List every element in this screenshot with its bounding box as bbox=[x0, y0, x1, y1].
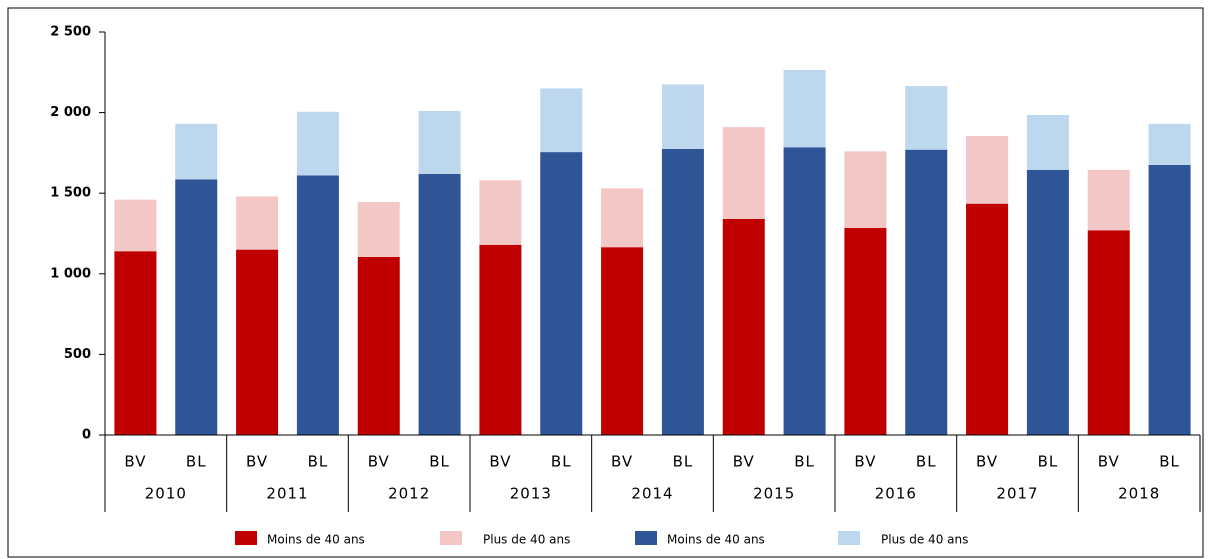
bar-segment bbox=[357, 256, 400, 435]
x-tick-label: BL bbox=[551, 453, 572, 471]
y-tick-label: 1 500 bbox=[50, 186, 91, 201]
x-tick-label: BL bbox=[1038, 453, 1059, 471]
x-tick-label: BL bbox=[186, 453, 207, 471]
bar-segment bbox=[844, 151, 887, 228]
group-label: 2014 bbox=[631, 485, 673, 503]
x-tick-label: BV bbox=[976, 453, 998, 471]
bar-segment bbox=[418, 110, 461, 174]
bar-segment bbox=[357, 202, 400, 257]
group-label: 2017 bbox=[996, 485, 1038, 503]
legend-label: Moins de 40 ans bbox=[267, 533, 365, 547]
x-tick-label: BV bbox=[733, 453, 755, 471]
bar-segment bbox=[479, 180, 522, 245]
bar-segment bbox=[1026, 169, 1069, 436]
y-tick-label: 1 000 bbox=[50, 266, 91, 281]
group-label: 2018 bbox=[1118, 485, 1160, 503]
bar-segment bbox=[601, 247, 644, 435]
bar-segment bbox=[783, 69, 826, 148]
legend-label: Moins de 40 ans bbox=[667, 533, 765, 547]
bar-segment bbox=[175, 179, 218, 435]
legend-swatch bbox=[838, 531, 860, 545]
bar-segment bbox=[661, 148, 704, 435]
x-tick-label: BV bbox=[246, 453, 268, 471]
bar-segment bbox=[296, 111, 339, 176]
x-tick-label: BV bbox=[124, 453, 146, 471]
chart-frame bbox=[7, 7, 1204, 558]
bar-segment bbox=[114, 199, 157, 252]
bar-segment bbox=[1148, 123, 1191, 165]
x-tick-label: BL bbox=[794, 453, 815, 471]
group-label: 2013 bbox=[510, 485, 552, 503]
bar-segment bbox=[418, 173, 461, 435]
group-label: 2011 bbox=[266, 485, 308, 503]
group-label: 2012 bbox=[388, 485, 430, 503]
y-tick-label: 0 bbox=[82, 428, 91, 443]
bar-segment bbox=[1087, 230, 1130, 435]
bar-segment bbox=[601, 188, 644, 248]
bar-segment bbox=[1026, 115, 1069, 170]
bar-segment bbox=[966, 135, 1009, 204]
x-tick-label: BL bbox=[673, 453, 694, 471]
legend-swatch bbox=[635, 531, 657, 545]
bar-segment bbox=[540, 88, 583, 153]
x-tick-label: BV bbox=[854, 453, 876, 471]
bar-segment bbox=[661, 84, 704, 149]
bar-segment bbox=[540, 152, 583, 435]
bar-segment bbox=[114, 251, 157, 435]
bar-segment bbox=[296, 175, 339, 435]
bar-segment bbox=[175, 123, 218, 180]
x-tick-label: BV bbox=[489, 453, 511, 471]
group-label: 2015 bbox=[753, 485, 795, 503]
legend-swatch bbox=[235, 531, 257, 545]
bar-segment bbox=[844, 227, 887, 435]
y-tick-label: 2 500 bbox=[50, 25, 91, 40]
legend-swatch bbox=[440, 531, 462, 545]
bar-segment bbox=[905, 86, 948, 150]
legend-label: Plus de 40 ans bbox=[483, 533, 570, 547]
bar-segment bbox=[479, 244, 522, 435]
bar-segment bbox=[1148, 164, 1191, 436]
bar-segment bbox=[722, 127, 765, 219]
x-tick-label: BL bbox=[429, 453, 450, 471]
bar-segment bbox=[722, 218, 765, 435]
x-tick-label: BL bbox=[308, 453, 329, 471]
x-tick-label: BL bbox=[1159, 453, 1180, 471]
y-tick-label: 500 bbox=[64, 347, 91, 362]
y-tick-label: 2 000 bbox=[50, 105, 91, 120]
bar-segment bbox=[236, 249, 279, 435]
x-tick-label: BV bbox=[611, 453, 633, 471]
group-label: 2016 bbox=[875, 485, 917, 503]
x-tick-label: BL bbox=[916, 453, 937, 471]
x-tick-label: BV bbox=[368, 453, 390, 471]
group-label: 2010 bbox=[145, 485, 187, 503]
bar-segment bbox=[905, 149, 948, 435]
x-tick-label: BV bbox=[1098, 453, 1120, 471]
legend-label: Plus de 40 ans bbox=[881, 533, 968, 547]
bar-segment bbox=[966, 203, 1009, 435]
bar-segment bbox=[236, 196, 279, 250]
bar-segment bbox=[1087, 169, 1130, 231]
bar-segment bbox=[783, 147, 826, 435]
